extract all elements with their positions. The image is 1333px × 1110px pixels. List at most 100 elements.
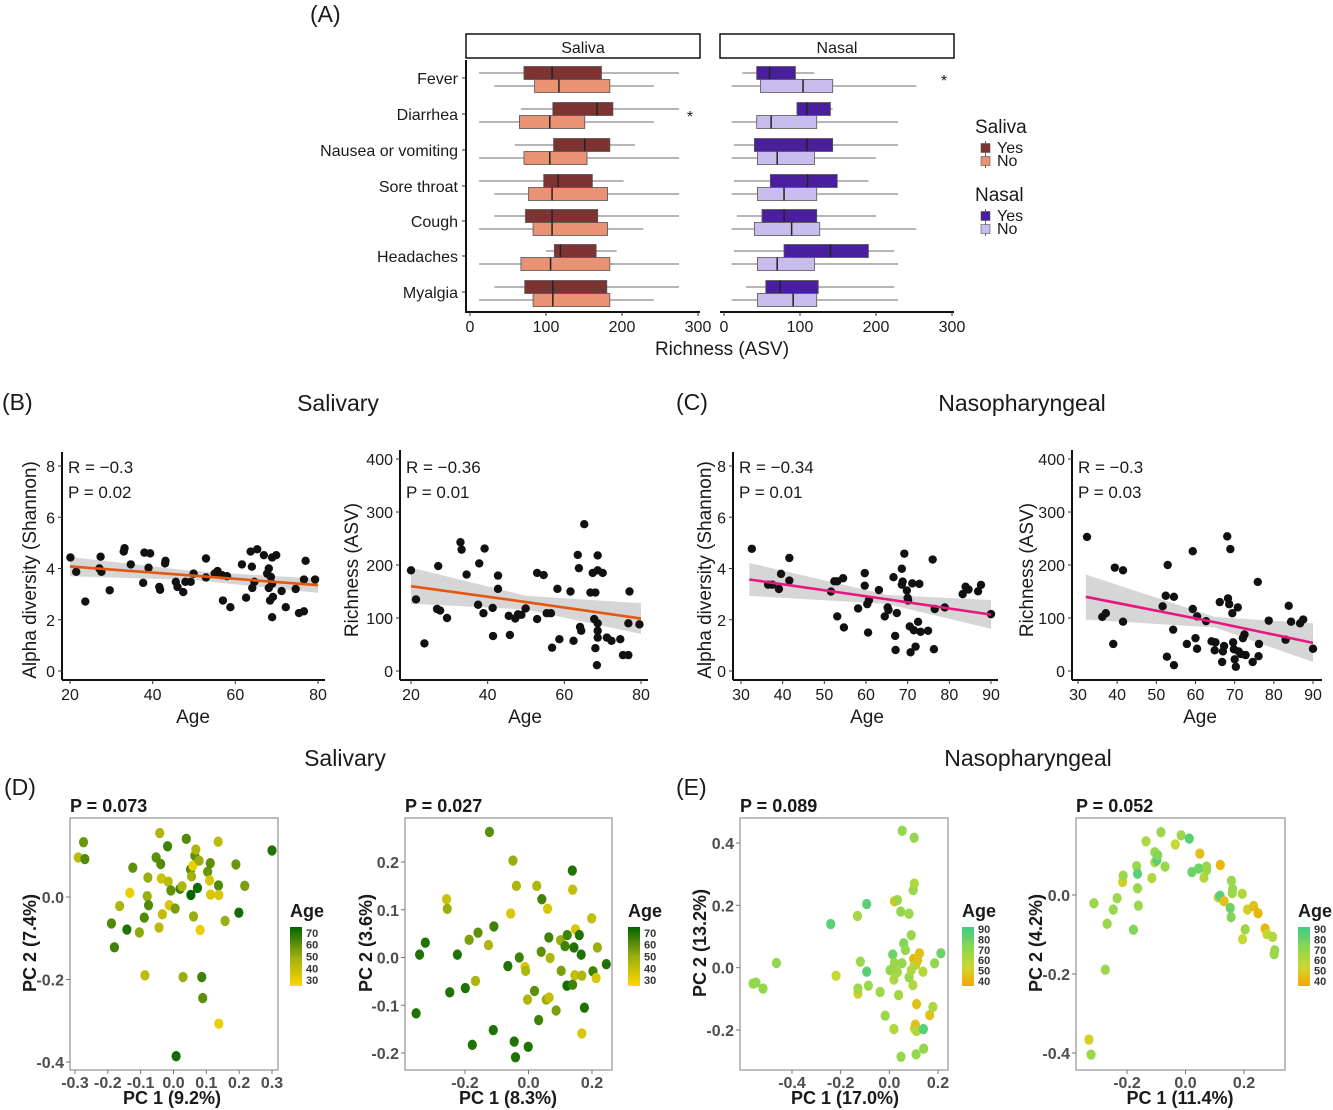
- data-point: [913, 617, 923, 626]
- data-point: [191, 844, 201, 855]
- data-point: [1241, 650, 1250, 660]
- data-point: [860, 581, 869, 590]
- data-point: [537, 894, 547, 905]
- y-tick-label: 8: [46, 459, 55, 476]
- legend-key-swatch: [980, 143, 991, 153]
- data-point: [900, 944, 910, 956]
- data-point: [1089, 898, 1099, 909]
- data-point: [833, 612, 842, 621]
- data-point: [607, 636, 616, 645]
- data-point: [488, 631, 498, 641]
- data-point: [896, 906, 906, 917]
- colorbar-tick-label: 60: [978, 955, 990, 967]
- data-point: [1269, 949, 1279, 960]
- data-point: [226, 602, 235, 612]
- data-point: [568, 979, 578, 990]
- colorbar-tick-label: 50: [1314, 965, 1326, 977]
- data-point: [1211, 638, 1220, 647]
- y-tick-label: 0.0: [712, 961, 734, 978]
- data-point: [852, 910, 863, 922]
- colorbar-tick-label: 60: [306, 940, 318, 952]
- data-point: [862, 898, 872, 910]
- data-point: [480, 544, 489, 553]
- box-yes: [479, 66, 679, 80]
- data-point: [918, 1023, 929, 1035]
- box-no: [731, 257, 899, 271]
- data-point: [237, 560, 247, 569]
- colorbar-tick-label: 90: [1314, 924, 1326, 936]
- data-point: [591, 972, 601, 984]
- data-point: [774, 584, 784, 594]
- data-point: [1219, 896, 1229, 907]
- data-point: [884, 605, 893, 615]
- data-point: [898, 577, 907, 586]
- data-point: [624, 619, 633, 628]
- colorbar-tick-label: 50: [644, 952, 656, 964]
- colorbar-tick-label: 40: [1314, 976, 1326, 988]
- data-point: [908, 979, 918, 991]
- data-point: [253, 545, 262, 554]
- data-point: [591, 588, 600, 597]
- category-label: Nausea or vomiting: [320, 143, 458, 160]
- data-point: [456, 538, 465, 547]
- data-point: [143, 900, 154, 911]
- legend-key-swatch: [980, 156, 991, 166]
- data-point: [156, 858, 166, 870]
- data-point: [1253, 577, 1262, 587]
- data-point: [139, 912, 149, 923]
- data-point: [186, 889, 196, 901]
- box-iqr: [528, 187, 608, 201]
- data-point: [569, 942, 579, 953]
- data-point: [1268, 931, 1278, 943]
- data-point: [1184, 833, 1194, 844]
- category-label: Headaches: [377, 249, 458, 266]
- data-point: [1169, 660, 1179, 670]
- legend-entry-label: Yes: [997, 208, 1023, 225]
- data-point: [831, 970, 841, 981]
- y-tick-label: 0: [717, 664, 726, 681]
- data-point: [925, 1009, 935, 1021]
- data-point: [1227, 883, 1238, 895]
- section-title-d: Salivary: [304, 745, 386, 771]
- data-point: [1188, 604, 1197, 614]
- data-point: [1299, 615, 1308, 624]
- data-point: [1264, 616, 1273, 625]
- data-point: [503, 960, 513, 972]
- x-tick-label: 60: [226, 687, 244, 704]
- y-tick-label: -0.4: [36, 1055, 64, 1072]
- y-tick-label: 2: [717, 613, 726, 630]
- data-point: [268, 592, 278, 602]
- data-point: [272, 550, 281, 560]
- x-axis-title: Age: [850, 707, 884, 728]
- x-tick-label: 0.0: [1174, 1075, 1196, 1092]
- data-point: [181, 833, 191, 845]
- x-tick-label: 80: [309, 687, 327, 704]
- box-no: [494, 79, 654, 93]
- data-point: [144, 563, 153, 572]
- data-point: [863, 628, 873, 637]
- data-point: [1182, 639, 1192, 649]
- data-point: [115, 900, 125, 912]
- x-tick-label: 40: [1108, 687, 1126, 704]
- section-title-e: Nasopharyngeal: [944, 745, 1112, 771]
- plot-frame: [1075, 817, 1286, 1071]
- data-point: [514, 952, 524, 963]
- data-point: [1101, 609, 1111, 618]
- data-point: [542, 903, 553, 914]
- data-point: [592, 942, 602, 953]
- r-value-annotation: R = −0.3: [1078, 458, 1143, 477]
- data-point: [1230, 655, 1239, 664]
- facet-strip-label: Saliva: [561, 40, 605, 57]
- data-point: [532, 568, 542, 578]
- data-point: [904, 908, 914, 919]
- data-point: [929, 958, 940, 969]
- x-tick-label: 0.0: [878, 1075, 900, 1092]
- data-point: [1226, 544, 1235, 554]
- data-point: [1110, 563, 1120, 572]
- data-point: [214, 1018, 224, 1029]
- box-no: [731, 115, 899, 129]
- colorbar-tick-label: 70: [978, 945, 990, 957]
- data-point: [1217, 657, 1227, 667]
- legend-entry-label: No: [997, 221, 1018, 238]
- x-tick-label: 20: [61, 687, 79, 704]
